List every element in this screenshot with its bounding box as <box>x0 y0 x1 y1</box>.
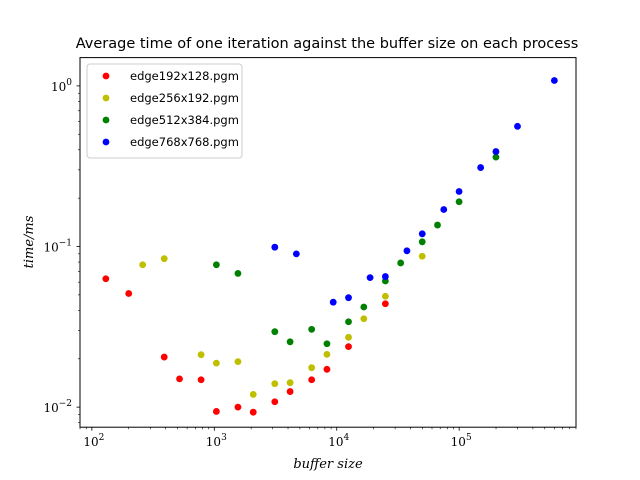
data-point <box>492 153 500 161</box>
data-point <box>514 122 521 130</box>
y-tick-label: 100 <box>51 78 72 94</box>
legend-label: edge512x384.pgm <box>130 113 239 127</box>
data-point <box>418 238 426 246</box>
chart-title: Average time of one iteration against th… <box>76 36 579 52</box>
legend-marker <box>102 94 110 102</box>
data-point <box>176 375 183 383</box>
y-axis-label: time/ms <box>22 215 37 268</box>
data-point <box>345 294 352 302</box>
x-tick-label: 105 <box>451 433 472 449</box>
data-point <box>271 328 279 336</box>
data-point <box>271 243 279 251</box>
data-point <box>139 261 147 269</box>
data-point <box>455 188 463 195</box>
legend: edge192x128.pgm edge256x192.pgm edge512x38… <box>86 63 243 159</box>
legend-marker <box>102 138 110 146</box>
data-point <box>345 318 352 326</box>
data-point <box>381 300 389 308</box>
data-point <box>197 376 205 384</box>
legend-marker <box>102 72 110 80</box>
data-point <box>271 398 279 406</box>
data-point <box>455 198 463 206</box>
data-point <box>323 365 331 373</box>
data-point <box>381 292 389 300</box>
data-point <box>286 379 294 387</box>
data-point <box>271 380 279 388</box>
data-point <box>292 250 300 258</box>
data-point <box>249 391 257 398</box>
data-point <box>366 274 374 282</box>
x-tick-label: 103 <box>206 433 227 449</box>
x-axis-label: buffer size <box>293 457 363 472</box>
data-point <box>345 343 352 351</box>
data-point <box>249 408 257 416</box>
data-point <box>323 350 331 358</box>
data-point <box>102 275 110 283</box>
data-point <box>308 376 316 384</box>
legend-label: edge192x128.pgm <box>130 69 239 83</box>
data-point <box>381 273 389 280</box>
data-point <box>477 164 485 171</box>
data-point <box>345 333 352 341</box>
data-point <box>550 77 558 84</box>
data-points <box>102 77 558 416</box>
data-point <box>308 325 316 333</box>
data-point <box>397 259 405 267</box>
y-tick-label: 10−1 <box>43 239 72 255</box>
data-point <box>212 359 220 367</box>
axis-ticks: 102 103 104 105 10−2 10−1 100 <box>43 78 577 449</box>
data-point <box>360 303 368 311</box>
data-point <box>160 255 168 263</box>
data-point <box>234 358 242 366</box>
data-point <box>212 408 220 415</box>
x-tick-label: 104 <box>328 433 349 449</box>
legend-label: edge256x192.pgm <box>130 91 239 105</box>
data-point <box>440 206 448 213</box>
data-point <box>234 403 242 411</box>
data-point <box>434 221 441 229</box>
data-point <box>323 340 331 348</box>
data-point <box>286 388 294 395</box>
x-tick-label: 102 <box>83 433 104 449</box>
data-point <box>418 230 426 238</box>
legend-label: edge768x768.pgm <box>130 135 239 149</box>
legend-marker <box>102 116 110 124</box>
data-point <box>492 148 500 155</box>
y-tick-label: 10−2 <box>43 399 72 415</box>
data-point <box>403 247 411 255</box>
data-point <box>160 353 168 361</box>
data-point <box>286 338 294 346</box>
data-point <box>212 261 220 269</box>
data-point <box>125 290 133 297</box>
data-point <box>418 252 426 260</box>
data-point <box>360 315 368 323</box>
data-point <box>234 270 242 277</box>
data-point <box>197 351 205 359</box>
legend-box <box>86 63 243 159</box>
data-point <box>329 298 337 306</box>
data-point <box>308 364 316 372</box>
